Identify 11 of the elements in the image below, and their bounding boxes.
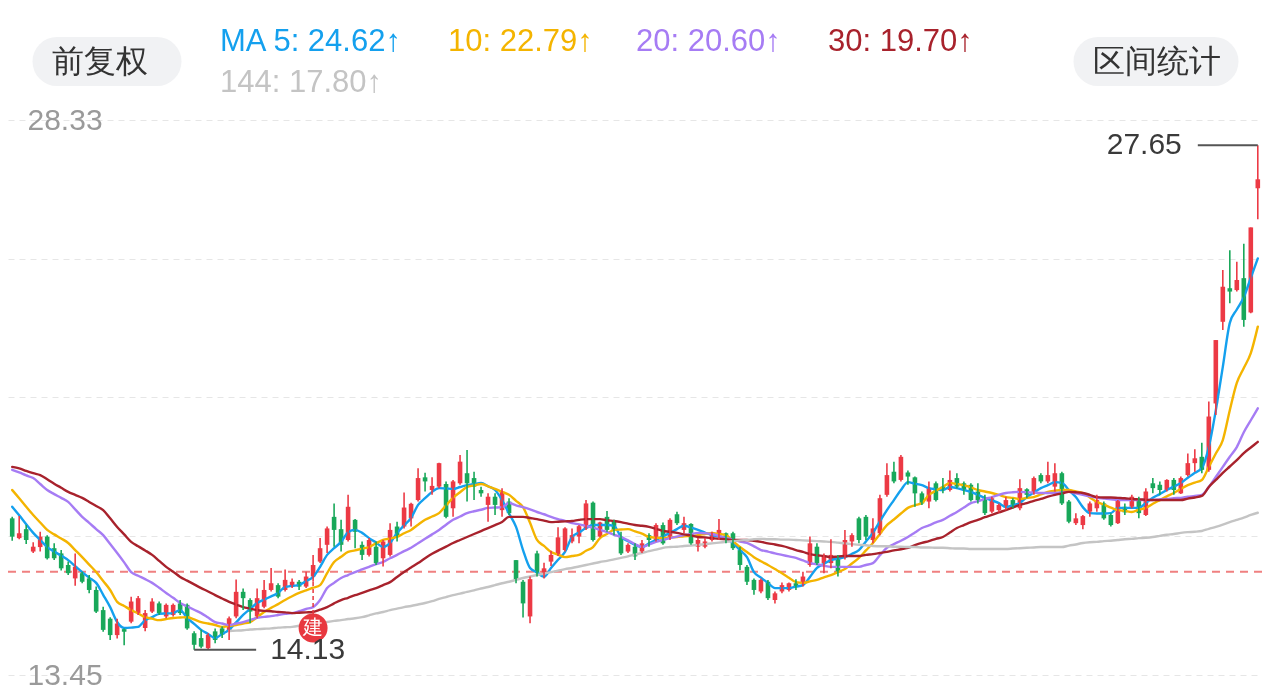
text: 30: 19.70↑ (828, 23, 973, 58)
text: 144: 17.80↑ (220, 64, 383, 99)
text: 前复权 (52, 43, 148, 79)
text: 20: 20.60↑ (636, 23, 781, 58)
line-series (11, 440, 1259, 615)
text: 10: 22.79↑ (448, 23, 593, 58)
y-tick-label: 13.45 (27, 657, 103, 691)
text: MA 5: 24.62↑ (220, 23, 401, 58)
y-tick-label: 28.33 (27, 102, 103, 136)
annotation: 27.65 (1106, 127, 1182, 161)
text: 区间统计 (1093, 43, 1221, 79)
